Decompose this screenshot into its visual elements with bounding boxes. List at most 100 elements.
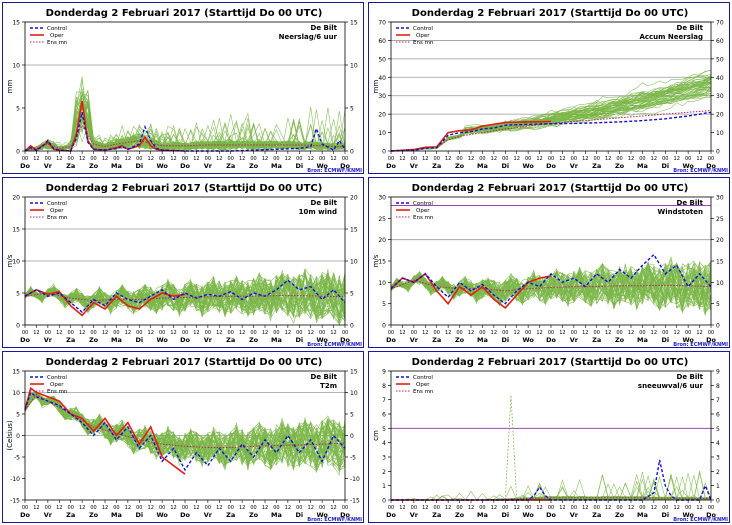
variable-label: Neerslag/6 uur	[279, 33, 338, 41]
x-day-label: Di	[295, 511, 303, 519]
y-tick-label-left: 5	[16, 106, 20, 113]
x-day-label: Vr	[44, 511, 53, 519]
y-tick-label-left: 70	[378, 20, 386, 27]
x-hour-label: 00	[296, 156, 302, 162]
y-tick-label-right: 10	[716, 130, 724, 137]
x-day-label: Ma	[271, 336, 282, 344]
x-hour-label: 12	[193, 330, 199, 336]
x-hour-label: 12	[148, 156, 154, 162]
chart-10m-wind: Donderdag 2 Februari 2017 (Starttijd Do …	[6, 183, 362, 348]
x-day-label: Vr	[410, 511, 419, 519]
x-hour-label: 00	[273, 156, 279, 162]
x-hour-label: 00	[479, 156, 485, 162]
panel-sneeuwval: Donderdag 2 Februari 2017 (Starttijd Do …	[368, 351, 730, 523]
x-hour-label: 12	[491, 330, 497, 336]
y-tick-label-left: 0	[382, 323, 386, 330]
x-hour-label: 00	[662, 156, 668, 162]
x-hour-label: 00	[708, 156, 714, 162]
x-hour-label: 12	[330, 505, 336, 511]
x-hour-label: 00	[205, 505, 211, 511]
ensemble-member-line	[390, 74, 712, 152]
x-hour-label: 00	[708, 330, 714, 336]
x-hour-label: 12	[651, 505, 657, 511]
x-hour-label: 12	[285, 156, 291, 162]
x-hour-label: 12	[651, 156, 657, 162]
x-day-label: Zo	[615, 511, 625, 519]
x-day-label: Vr	[410, 162, 419, 170]
x-hour-label: 00	[685, 505, 691, 511]
y-tick-label-right: 20	[716, 112, 724, 119]
x-hour-label: 00	[639, 330, 645, 336]
y-tick-label-right: 1	[716, 483, 720, 490]
legend-ensmn-label: Ens mn	[47, 40, 68, 46]
variable-label: Accum Neerslag	[639, 33, 703, 41]
y-axis-label: (Celsius)	[6, 420, 14, 451]
y-tick-label-left: 30	[378, 195, 386, 202]
legend-oper-label: Oper	[416, 208, 430, 214]
x-hour-label: 12	[102, 156, 108, 162]
legend-ensmn-label: Ens mn	[47, 215, 68, 221]
panel-t2m: Donderdag 2 Februari 2017 (Starttijd Do …	[2, 351, 364, 523]
x-hour-label: 00	[571, 156, 577, 162]
x-hour-label: 12	[239, 330, 245, 336]
x-day-label: Zo	[615, 162, 625, 170]
ensemble-members	[390, 395, 712, 501]
x-day-label: Do	[340, 162, 350, 170]
y-tick-label-left: 10	[12, 390, 20, 397]
x-hour-label: 12	[148, 505, 154, 511]
y-tick-label-right: 10	[350, 259, 358, 266]
x-hour-label: 00	[639, 156, 645, 162]
x-hour-label: 12	[399, 156, 405, 162]
x-hour-label: 12	[216, 505, 222, 511]
legend-ensmn-label: Ens mn	[47, 389, 68, 395]
location-label: De Bilt	[677, 373, 704, 381]
chart-title: Donderdag 2 Februari 2017 (Starttijd Do …	[46, 183, 323, 194]
y-tick-label-left: 10	[378, 130, 386, 137]
x-day-label: Di	[661, 336, 669, 344]
variable-label: 10m wind	[299, 208, 337, 216]
plot-frame	[390, 21, 712, 152]
ensemble-members	[24, 76, 346, 152]
ensemble-member-line	[24, 276, 346, 320]
x-day-label: Wo	[156, 511, 168, 519]
plot-frame	[390, 196, 712, 326]
legend-control-label: Control	[47, 201, 67, 207]
x-day-label: Za	[66, 162, 75, 170]
y-tick-label-left: 30	[378, 93, 386, 100]
x-hour-label: 00	[662, 505, 668, 511]
x-day-label: Do	[180, 336, 190, 344]
y-tick-label-right: 0	[716, 323, 720, 330]
ensemble-member-line	[390, 74, 712, 152]
x-hour-label: 00	[228, 505, 234, 511]
x-day-label: Za	[432, 336, 441, 344]
x-hour-label: 00	[22, 505, 28, 511]
x-hour-label: 00	[456, 330, 462, 336]
x-day-label: Di	[501, 336, 509, 344]
x-day-label: Ma	[111, 162, 122, 170]
chart-title: Donderdag 2 Februari 2017 (Starttijd Do …	[412, 183, 689, 194]
x-hour-label: 00	[90, 330, 96, 336]
y-tick-label-right: 70	[716, 20, 724, 27]
x-day-label: Za	[66, 336, 75, 344]
x-hour-label: 00	[434, 505, 440, 511]
x-hour-label: 00	[319, 505, 325, 511]
y-tick-label-right: 7	[716, 397, 720, 404]
ensemble-member-line	[24, 396, 346, 472]
y-tick-label-right: 15	[350, 20, 358, 27]
y-tick-label-right: 30	[716, 195, 724, 202]
x-day-label: Do	[340, 511, 350, 519]
x-hour-label: 00	[411, 330, 417, 336]
y-tick-label-right: 10	[716, 280, 724, 287]
x-day-label: Vr	[204, 162, 213, 170]
legend-ensmn-label: Ens mn	[413, 40, 434, 46]
y-tick-label-right: 5	[716, 426, 720, 433]
x-hour-label: 12	[674, 505, 680, 511]
x-hour-label: 12	[422, 505, 428, 511]
x-hour-label: 12	[582, 505, 588, 511]
x-day-label: Di	[295, 162, 303, 170]
x-day-label: Ma	[477, 162, 488, 170]
chart-sneeuwval: Donderdag 2 Februari 2017 (Starttijd Do …	[372, 357, 728, 523]
y-tick-label-left: 20	[12, 195, 20, 202]
